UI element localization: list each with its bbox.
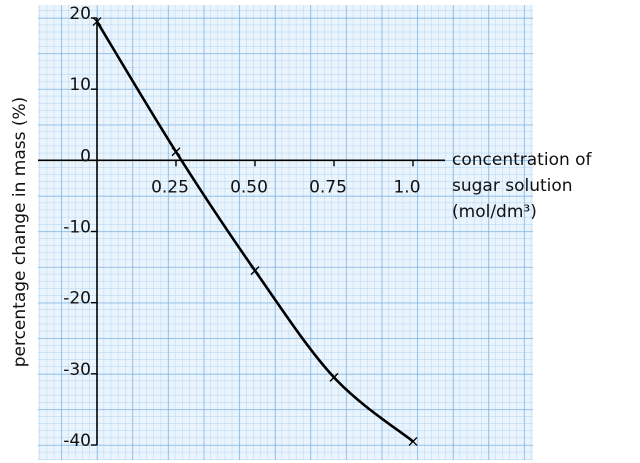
y-axis-title: percentage change in mass (%) (10, 97, 30, 368)
y-tick-label: -20 (63, 289, 91, 309)
x-axis-title: concentration of (452, 150, 593, 170)
graph-paper-major (38, 5, 533, 460)
y-tick-label: -10 (63, 218, 91, 238)
y-tick-label: -30 (63, 360, 91, 380)
x-axis-title: (mol/dm³) (452, 202, 537, 222)
marker (329, 372, 339, 382)
marker (171, 147, 181, 157)
y-tick-label: 10 (69, 75, 91, 95)
y-tick-label: 20 (69, 4, 91, 24)
x-tick-label: 0.50 (230, 177, 268, 197)
x-axis-title: sugar solution (452, 176, 573, 196)
marker (92, 17, 102, 27)
y-tick-label: -40 (63, 431, 91, 451)
marker (408, 436, 418, 446)
x-tick-label: 1.0 (393, 177, 420, 197)
x-tick-label: 0.25 (151, 177, 189, 197)
y-tick-label: 0 (80, 146, 91, 166)
marker (250, 266, 260, 276)
x-tick-label: 0.75 (309, 177, 347, 197)
